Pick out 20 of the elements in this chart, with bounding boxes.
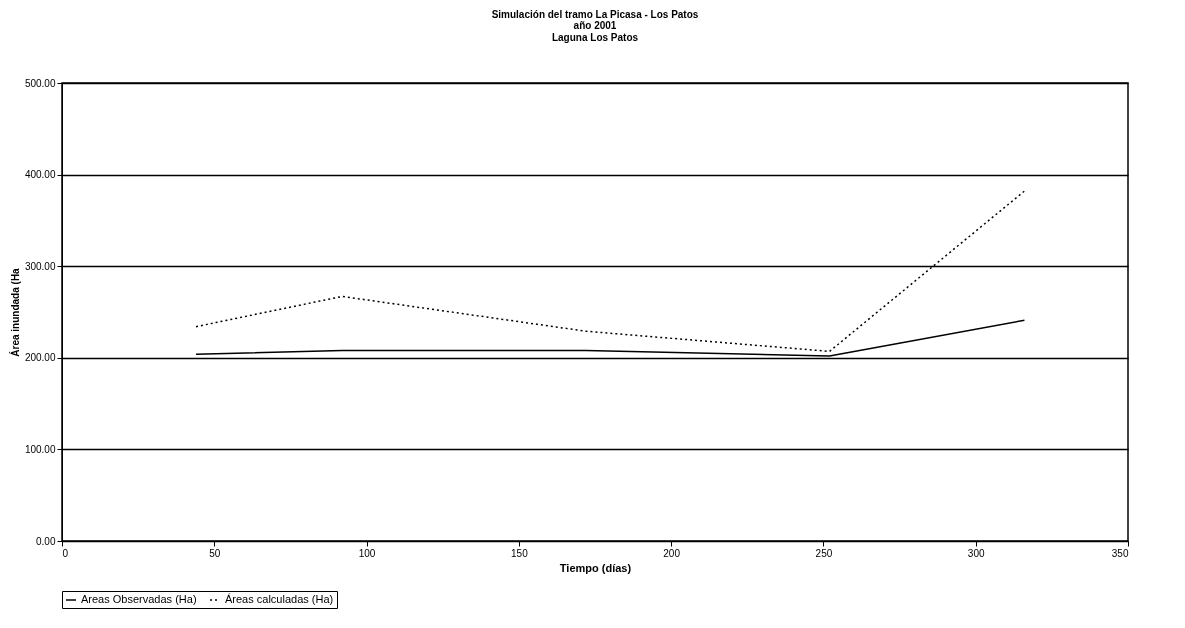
legend-label: Áreas calculadas (Ha) — [225, 593, 334, 605]
x-tick-label: 150 — [511, 547, 529, 559]
y-tick-label: 0.00 — [36, 535, 56, 547]
y-tick-label: 100.00 — [24, 443, 56, 455]
x-tick-label: 200 — [663, 547, 681, 559]
y-axis-title: Área inundada (Ha — [8, 267, 21, 357]
y-tick-label: 300.00 — [24, 260, 56, 272]
y-tick-label: 400.00 — [24, 169, 56, 181]
x-tick-label: 350 — [1111, 547, 1129, 559]
legend-label: Areas Observadas (Ha) — [81, 593, 197, 605]
x-tick-label: 250 — [815, 547, 833, 559]
x-tick-label: 0 — [62, 547, 69, 559]
chart-subtitle: año 2001 Laguna Los Patos — [551, 20, 639, 43]
x-tick-label: 50 — [209, 547, 221, 559]
chart-title: Simulación del tramo La Picasa - Los Patos — [491, 9, 699, 20]
x-tick-label: 300 — [967, 547, 985, 559]
y-tick-label: 200.00 — [24, 352, 56, 364]
y-tick-label: 500.00 — [24, 77, 56, 89]
x-axis-title: Tiempo (días) — [559, 561, 632, 574]
x-tick-label: 100 — [358, 547, 376, 559]
